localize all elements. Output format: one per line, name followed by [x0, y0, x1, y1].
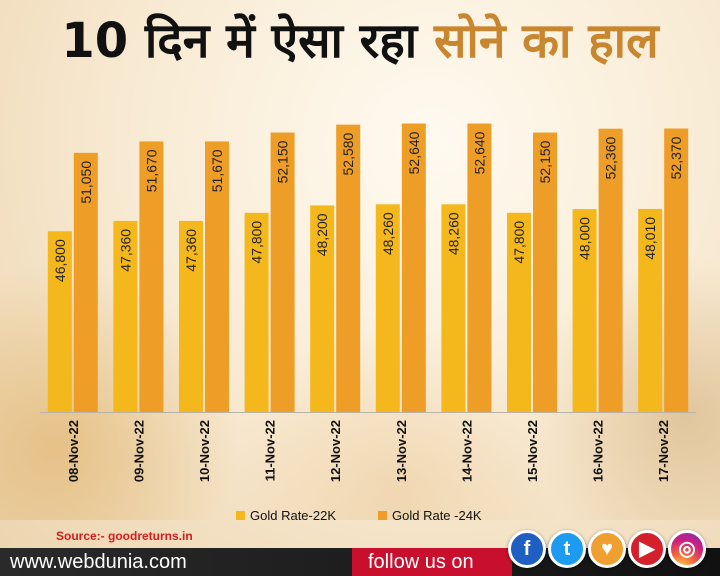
data-label-24k-14-Nov-22: 52,640 [471, 131, 487, 174]
data-label-24k-16-Nov-22: 52,360 [603, 136, 619, 179]
title-part-dark: 10 दिन में ऐसा रहा [61, 13, 418, 69]
data-label-24k-12-Nov-22: 52,580 [340, 132, 356, 175]
bar-24k-14-Nov-22 [467, 123, 492, 412]
data-label-22k-14-Nov-22: 48,260 [445, 212, 461, 255]
bar-24k-10-Nov-22 [205, 141, 229, 413]
bar-24k-16-Nov-22 [598, 128, 623, 412]
youtube-icon[interactable]: ▶ [628, 530, 666, 568]
x-tick-label-17-Nov-22: 17-Nov-22 [656, 420, 671, 482]
data-label-24k-15-Nov-22: 52,150 [537, 140, 553, 183]
legend-swatch-22k [236, 511, 245, 520]
x-tick-label-10-Nov-22: 10-Nov-22 [197, 420, 212, 482]
bar-22k-17-Nov-22 [638, 208, 663, 412]
source-note: Source:- goodreturns.in [56, 529, 193, 543]
bar-24k-17-Nov-22 [664, 128, 689, 412]
bar-22k-12-Nov-22 [310, 205, 335, 412]
x-tick-label-13-Nov-22: 13-Nov-22 [394, 420, 409, 482]
data-label-22k-16-Nov-22: 48,000 [577, 217, 593, 260]
chart-legend: Gold Rate-22K Gold Rate -24K [236, 508, 482, 523]
data-label-24k-11-Nov-22: 52,150 [275, 140, 291, 183]
data-label-24k-10-Nov-22: 51,670 [209, 149, 225, 192]
data-label-24k-17-Nov-22: 52,370 [668, 136, 684, 179]
legend-swatch-24k [378, 511, 387, 520]
webdunia-icon[interactable]: ♥ [588, 530, 626, 568]
twitter-icon[interactable]: t [548, 530, 586, 568]
data-label-22k-10-Nov-22: 47,360 [183, 229, 199, 272]
facebook-icon[interactable]: f [508, 530, 546, 568]
data-label-22k-12-Nov-22: 48,200 [314, 213, 330, 256]
bar-22k-15-Nov-22 [507, 212, 531, 412]
site-url-link[interactable]: www.webdunia.com [10, 551, 187, 573]
x-tick-label-15-Nov-22: 15-Nov-22 [525, 420, 540, 482]
x-tick-label-11-Nov-22: 11-Nov-22 [263, 420, 278, 481]
x-tick-label-09-Nov-22: 09-Nov-22 [131, 420, 146, 482]
x-tick-label-12-Nov-22: 12-Nov-22 [328, 420, 343, 482]
bar-22k-14-Nov-22 [441, 204, 466, 412]
data-label-24k-08-Nov-22: 51,050 [78, 161, 94, 204]
bar-24k-08-Nov-22 [73, 152, 98, 412]
data-label-22k-13-Nov-22: 48,260 [380, 212, 396, 255]
follow-us-label: follow us on [368, 551, 474, 573]
data-label-22k-11-Nov-22: 47,800 [249, 221, 265, 264]
bar-24k-15-Nov-22 [533, 132, 557, 413]
page-title: 10 दिन में ऐसा रहा सोने का हाल [0, 6, 720, 76]
bar-22k-11-Nov-22 [244, 212, 269, 412]
follow-banner: follow us on [352, 548, 512, 576]
data-label-24k-13-Nov-22: 52,640 [406, 131, 422, 174]
bar-24k-12-Nov-22 [336, 124, 361, 412]
data-label-22k-09-Nov-22: 47,360 [117, 229, 133, 272]
bar-24k-09-Nov-22 [139, 141, 164, 413]
bar-22k-08-Nov-22 [47, 231, 72, 412]
bar-22k-16-Nov-22 [572, 209, 597, 412]
bar-24k-11-Nov-22 [270, 132, 295, 413]
data-label-24k-09-Nov-22: 51,670 [143, 149, 159, 192]
bar-22k-10-Nov-22 [179, 220, 203, 412]
x-tick-label-08-Nov-22: 08-Nov-22 [66, 420, 81, 482]
legend-label-22k: Gold Rate-22K [250, 508, 336, 523]
bar-22k-13-Nov-22 [375, 204, 400, 412]
data-label-22k-17-Nov-22: 48,010 [642, 217, 658, 260]
instagram-icon[interactable]: ◎ [668, 530, 706, 568]
bar-22k-09-Nov-22 [113, 220, 138, 412]
x-tick-label-16-Nov-22: 16-Nov-22 [591, 420, 606, 482]
legend-label-24k: Gold Rate -24K [392, 508, 482, 523]
data-label-22k-08-Nov-22: 46,800 [52, 239, 68, 282]
data-label-22k-15-Nov-22: 47,800 [511, 221, 527, 264]
bar-24k-13-Nov-22 [401, 123, 426, 412]
x-tick-label-14-Nov-22: 14-Nov-22 [459, 420, 474, 482]
title-part-gold: सोने का हाल [433, 13, 659, 69]
